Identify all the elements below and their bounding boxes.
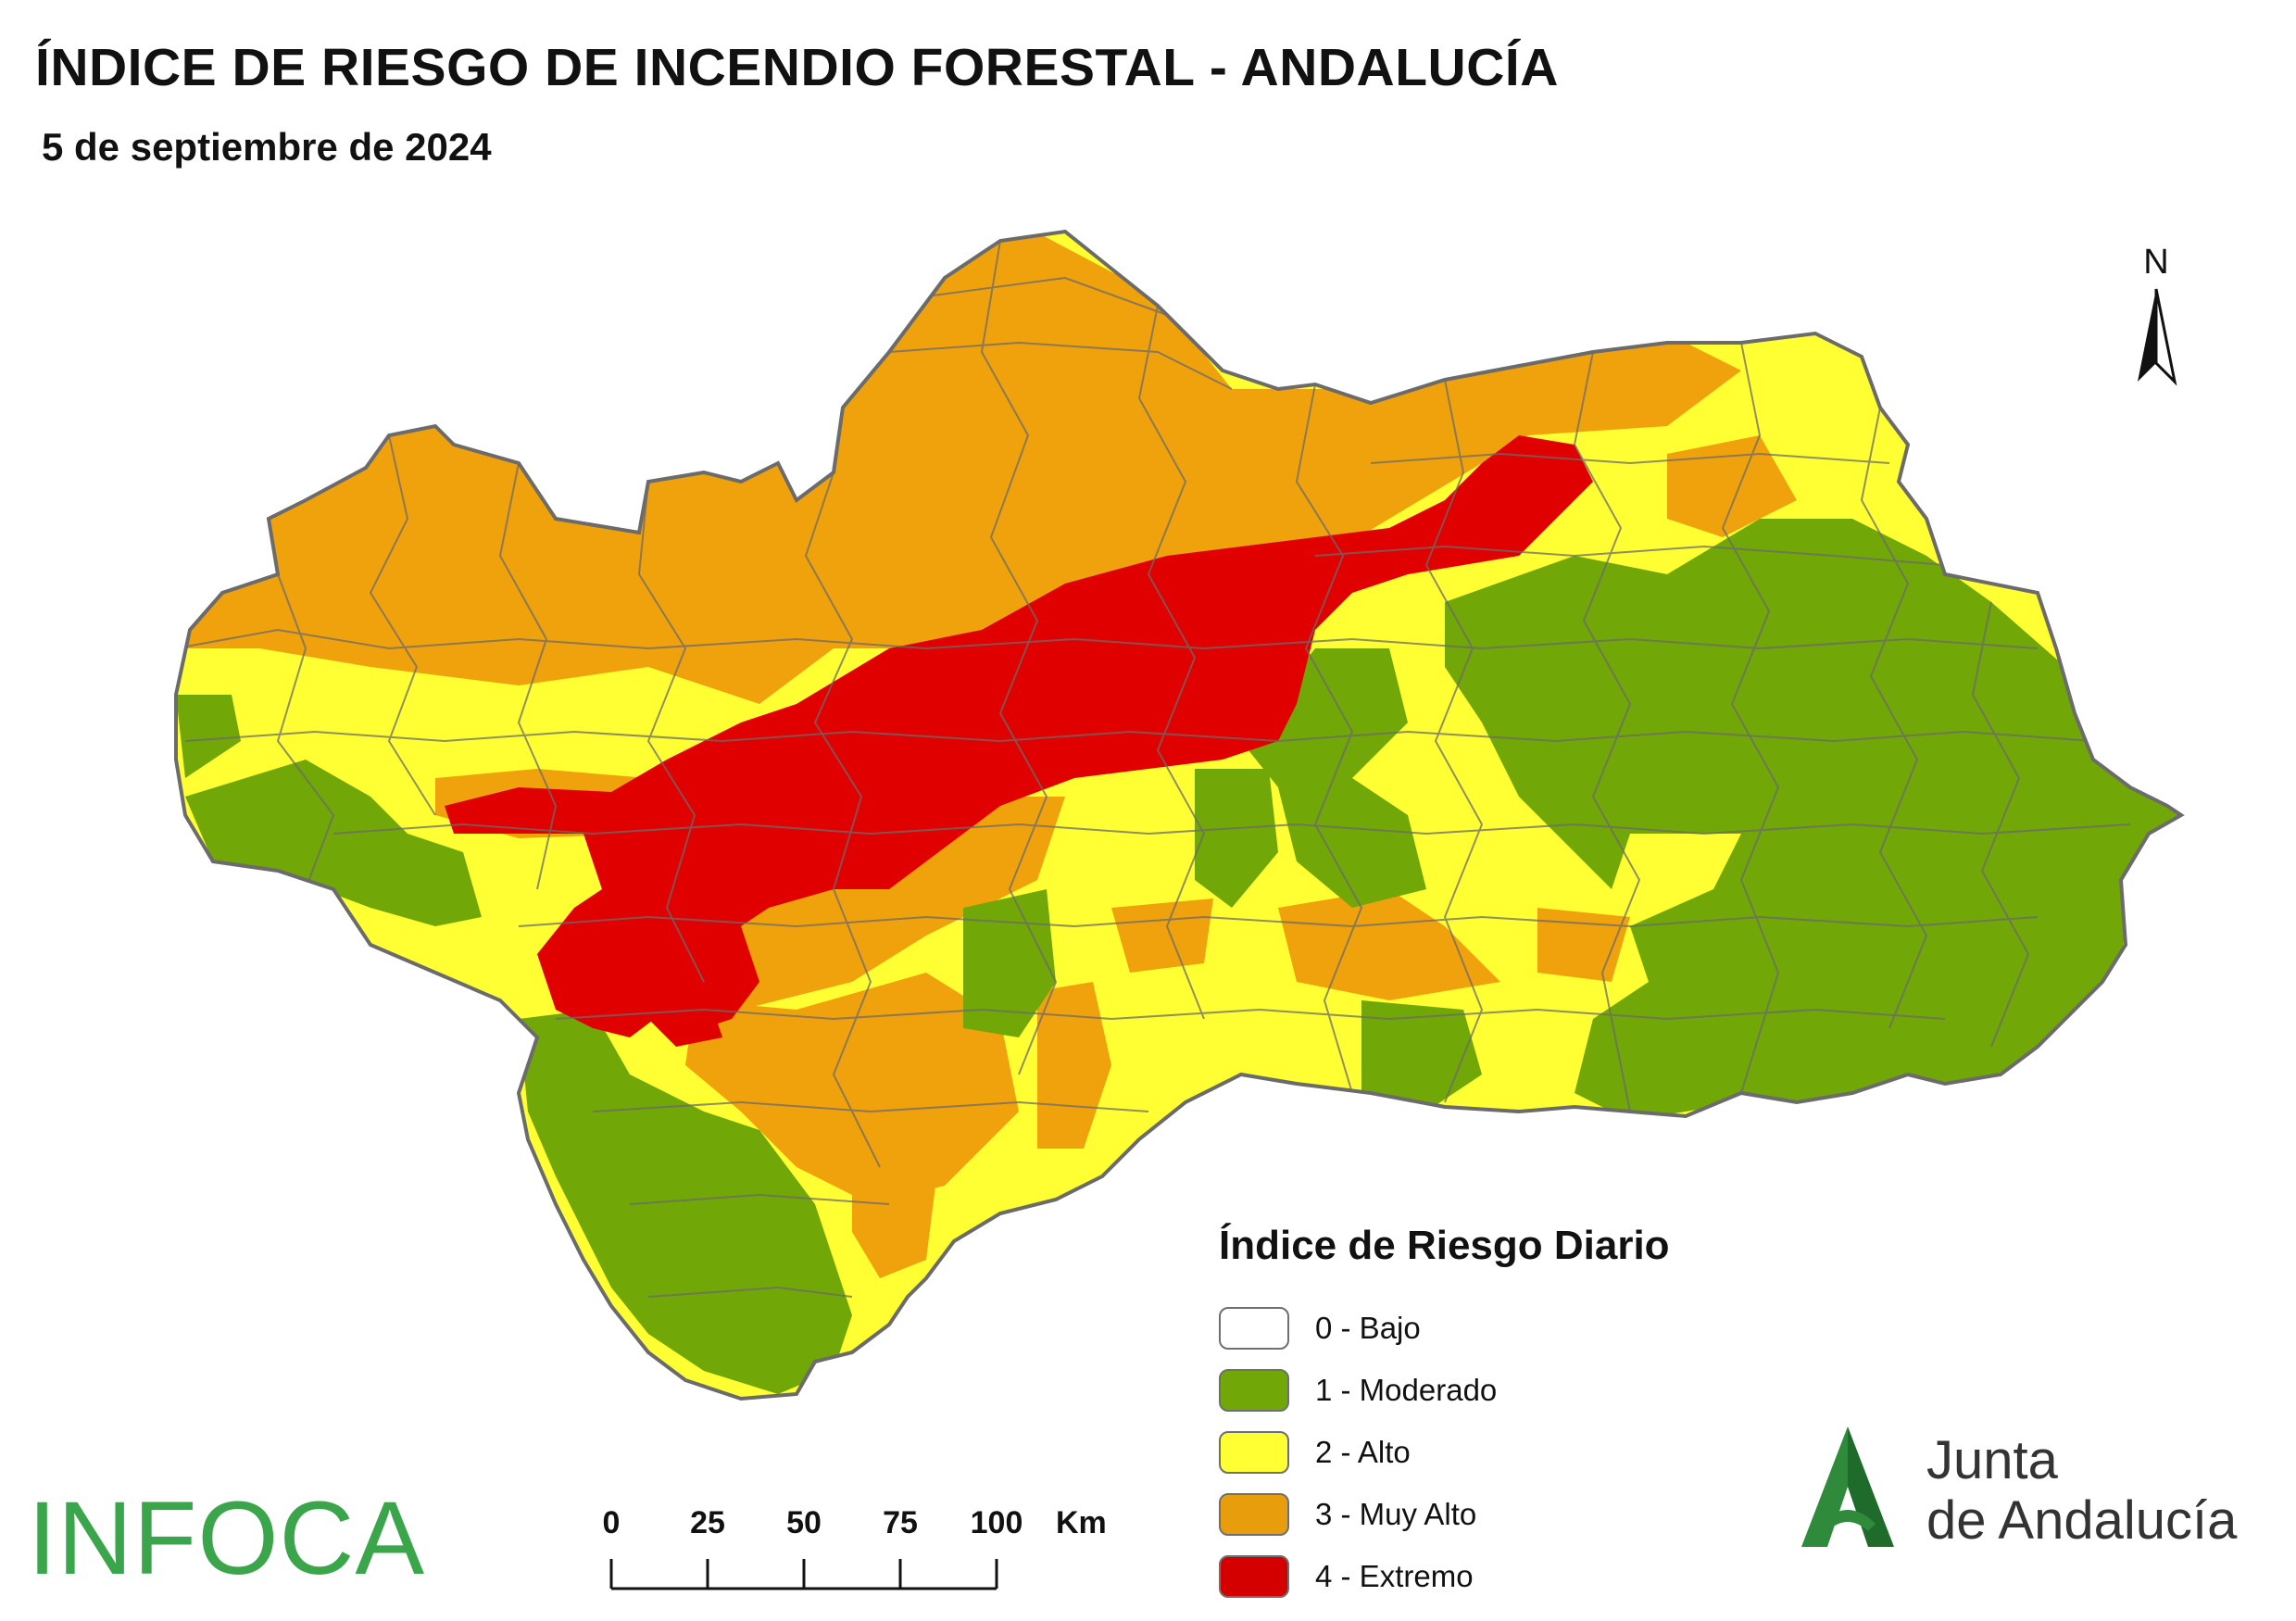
map-title: ÍNDICE DE RIESGO DE INCENDIO FORESTAL - … — [35, 38, 1559, 97]
legend-label: 3 - Muy Alto — [1315, 1496, 1477, 1531]
legend-item-alto: 2 - Alto — [1219, 1421, 1775, 1483]
north-arrow-icon — [2138, 288, 2177, 386]
scale-tick-label: 0 — [602, 1505, 621, 1540]
north-arrow: N — [2130, 243, 2182, 391]
scale-unit: Km — [1056, 1505, 1107, 1540]
legend-item-moderado: 1 - Moderado — [1219, 1359, 1775, 1421]
scale-tick-label: 75 — [883, 1505, 918, 1540]
legend-swatch — [1219, 1306, 1289, 1350]
legend: Índice de Riesgo Diario 0 - Bajo 1 - Mod… — [1219, 1223, 1775, 1607]
legend-title: Índice de Riesgo Diario — [1219, 1223, 1670, 1268]
legend-swatch — [1219, 1368, 1289, 1412]
junta-logo-mark-icon — [1801, 1426, 1894, 1547]
scale-tick-label: 100 — [970, 1505, 1023, 1540]
scale-bar: 0 25 50 75 100 Km — [593, 1505, 1148, 1607]
legend-item-muy-alto: 3 - Muy Alto — [1219, 1483, 1775, 1545]
junta-line1: Junta — [1926, 1430, 2058, 1490]
infoca-logo: INFOCA — [28, 1480, 426, 1596]
legend-swatch — [1219, 1430, 1289, 1474]
junta-de-andalucia-logo: Junta de Andalucía — [1783, 1422, 2265, 1561]
north-label: N — [2143, 243, 2169, 282]
map-date: 5 de septiembre de 2024 — [42, 125, 492, 169]
legend-label: 2 - Alto — [1315, 1434, 1411, 1469]
scale-tick-label: 25 — [690, 1505, 725, 1540]
scale-line — [609, 1559, 998, 1590]
legend-item-extremo: 4 - Extremo — [1219, 1545, 1775, 1607]
legend-item-bajo: 0 - Bajo — [1219, 1297, 1775, 1359]
legend-label: 1 - Moderado — [1315, 1372, 1498, 1407]
legend-label: 0 - Bajo — [1315, 1310, 1421, 1345]
legend-label: 4 - Extremo — [1315, 1558, 1474, 1593]
legend-swatch — [1219, 1492, 1289, 1536]
junta-text: Junta de Andalucía — [1926, 1430, 2238, 1552]
legend-swatch — [1219, 1554, 1289, 1598]
junta-line2: de Andalucía — [1926, 1489, 2238, 1551]
scale-tick-label: 50 — [786, 1505, 822, 1540]
